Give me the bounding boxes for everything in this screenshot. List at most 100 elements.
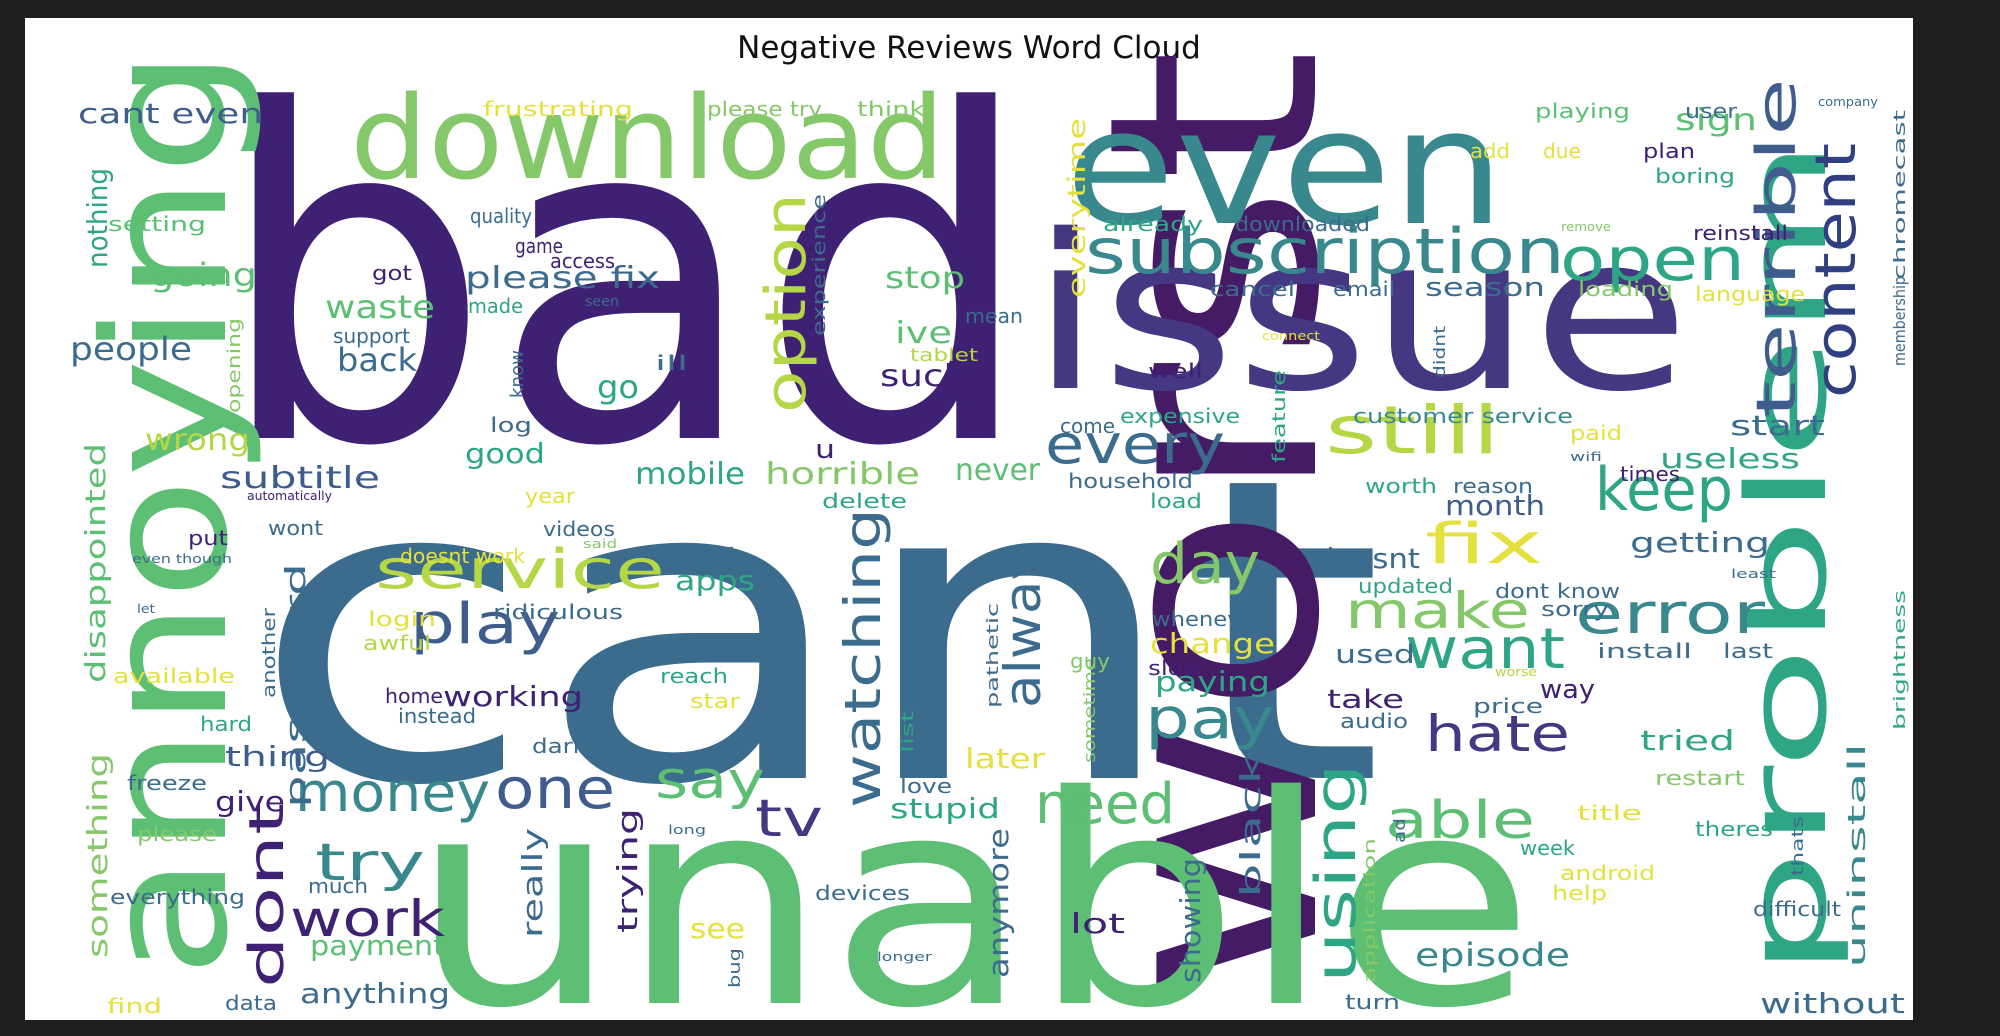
word-long: long [668,823,706,837]
word-apps: apps [675,564,755,597]
word-u: u [815,435,835,465]
word-one: one [495,757,615,822]
word-ive: ive [895,316,952,351]
word-back: back [337,341,417,379]
word-uninstall: uninstall [1843,743,1871,968]
word-doesnt-work: doesnt work [400,544,525,568]
word-cant-even: cant even [78,97,263,130]
word-cancel: cancel [1210,277,1295,301]
word-ad: ad [1390,818,1409,843]
word-household: household [1068,469,1193,493]
word-money: money [295,761,490,824]
word-ill: ill [655,351,688,375]
word-keep: keep [1595,455,1733,525]
word-difficult: difficult [1753,897,1841,921]
word-worse: worse [1495,665,1537,679]
word-opening: opening [224,318,245,413]
word-list: list [898,711,917,753]
word-download: download [350,72,945,206]
word-devices: devices [815,881,910,905]
word-password: password [279,563,312,808]
word-something: something [81,753,114,958]
word-please: please [137,822,217,846]
word-change: change [1150,627,1275,660]
word-pay: pay [1145,687,1275,752]
word-seen: seen [585,294,619,310]
word-stupid: stupid [890,792,1000,825]
word-year: year [525,484,576,508]
word-everytime: everytime [1063,118,1091,298]
word-lot: lot [1070,907,1125,940]
word-disappointed: disappointed [79,443,112,683]
word-help: help [1552,881,1607,905]
word-anymore: anymore [982,828,1015,978]
word-come: come [1060,414,1115,438]
word-black: black [1234,751,1267,898]
word-expensive: expensive [1120,404,1240,428]
word-say: say [655,751,765,811]
word-setting: setting [108,212,206,236]
word-work: work [290,890,445,948]
word-restart: restart [1655,766,1745,790]
word-application: application [1360,838,1379,983]
word-need: need [1035,772,1175,837]
word-dont-know: dont know [1495,579,1620,603]
word-annoying: annoying [68,48,266,978]
word-fix: fix [1425,512,1543,577]
word-access: access [550,249,615,273]
word-let: let [137,602,155,616]
word-plan: plan [1643,139,1695,163]
word-guy: guy [1070,649,1110,673]
word-nothing: nothing [81,168,114,268]
word-doesnt: doesnt [1315,542,1420,575]
figure-title: Negative Reviews Word Cloud [737,30,1201,66]
word-even-though: even though [132,552,232,566]
word-sorry: sorry [1541,597,1609,621]
word-frustrating: frustrating [483,97,633,121]
word-reinstall: reinstall [1693,221,1788,245]
word-everything: everything [110,885,245,909]
word-mobile: mobile [635,457,745,492]
word-android: android [1560,861,1655,885]
word-available: available [113,664,235,688]
word-month: month [1445,489,1545,522]
word-watching: watching [834,508,892,808]
word-boring: boring [1655,164,1735,188]
word-support: support [333,324,410,348]
word-loading: loading [1578,277,1673,301]
word-cloud-figure: Negative Reviews Word Cloud bad cant worst… [25,18,1913,1020]
word-said: said [583,537,617,551]
word-think: think [857,97,926,121]
word-paid: paid [1570,421,1622,445]
word-unable: unable [410,735,1535,1020]
word-problem: problem [1723,138,1851,978]
word-downloaded: downloaded [1235,212,1370,236]
word-experience: experience [809,194,830,336]
word-awful: awful [363,631,431,655]
word-made: made [468,294,523,318]
word-membership: membership [1890,276,1909,366]
word-see: see [690,912,745,945]
word-language: language [1695,282,1805,306]
word-really: really [516,828,549,938]
word-updated: updated [1358,574,1453,598]
word-thing: thing [225,740,330,773]
word-issue: issue [1030,188,1690,439]
word-every: every [1045,413,1225,476]
word-another: another [259,607,280,698]
word-due: due [1543,139,1581,163]
word-service: service [375,538,665,601]
word-data: data [225,991,277,1015]
word-bad: bad [215,18,1035,546]
word-take: take [1327,685,1404,715]
word-sometime: sometime [1080,658,1099,763]
word-videos: videos [543,517,615,541]
word-customer-service: customer service [1353,404,1573,428]
word-tried: tried [1640,724,1735,757]
word-install: install [1597,639,1692,663]
word-subtitle: subtitle [220,461,380,496]
word-audio: audio [1340,709,1408,733]
word-stop: stop [885,261,965,296]
word-last: last [1723,639,1773,663]
